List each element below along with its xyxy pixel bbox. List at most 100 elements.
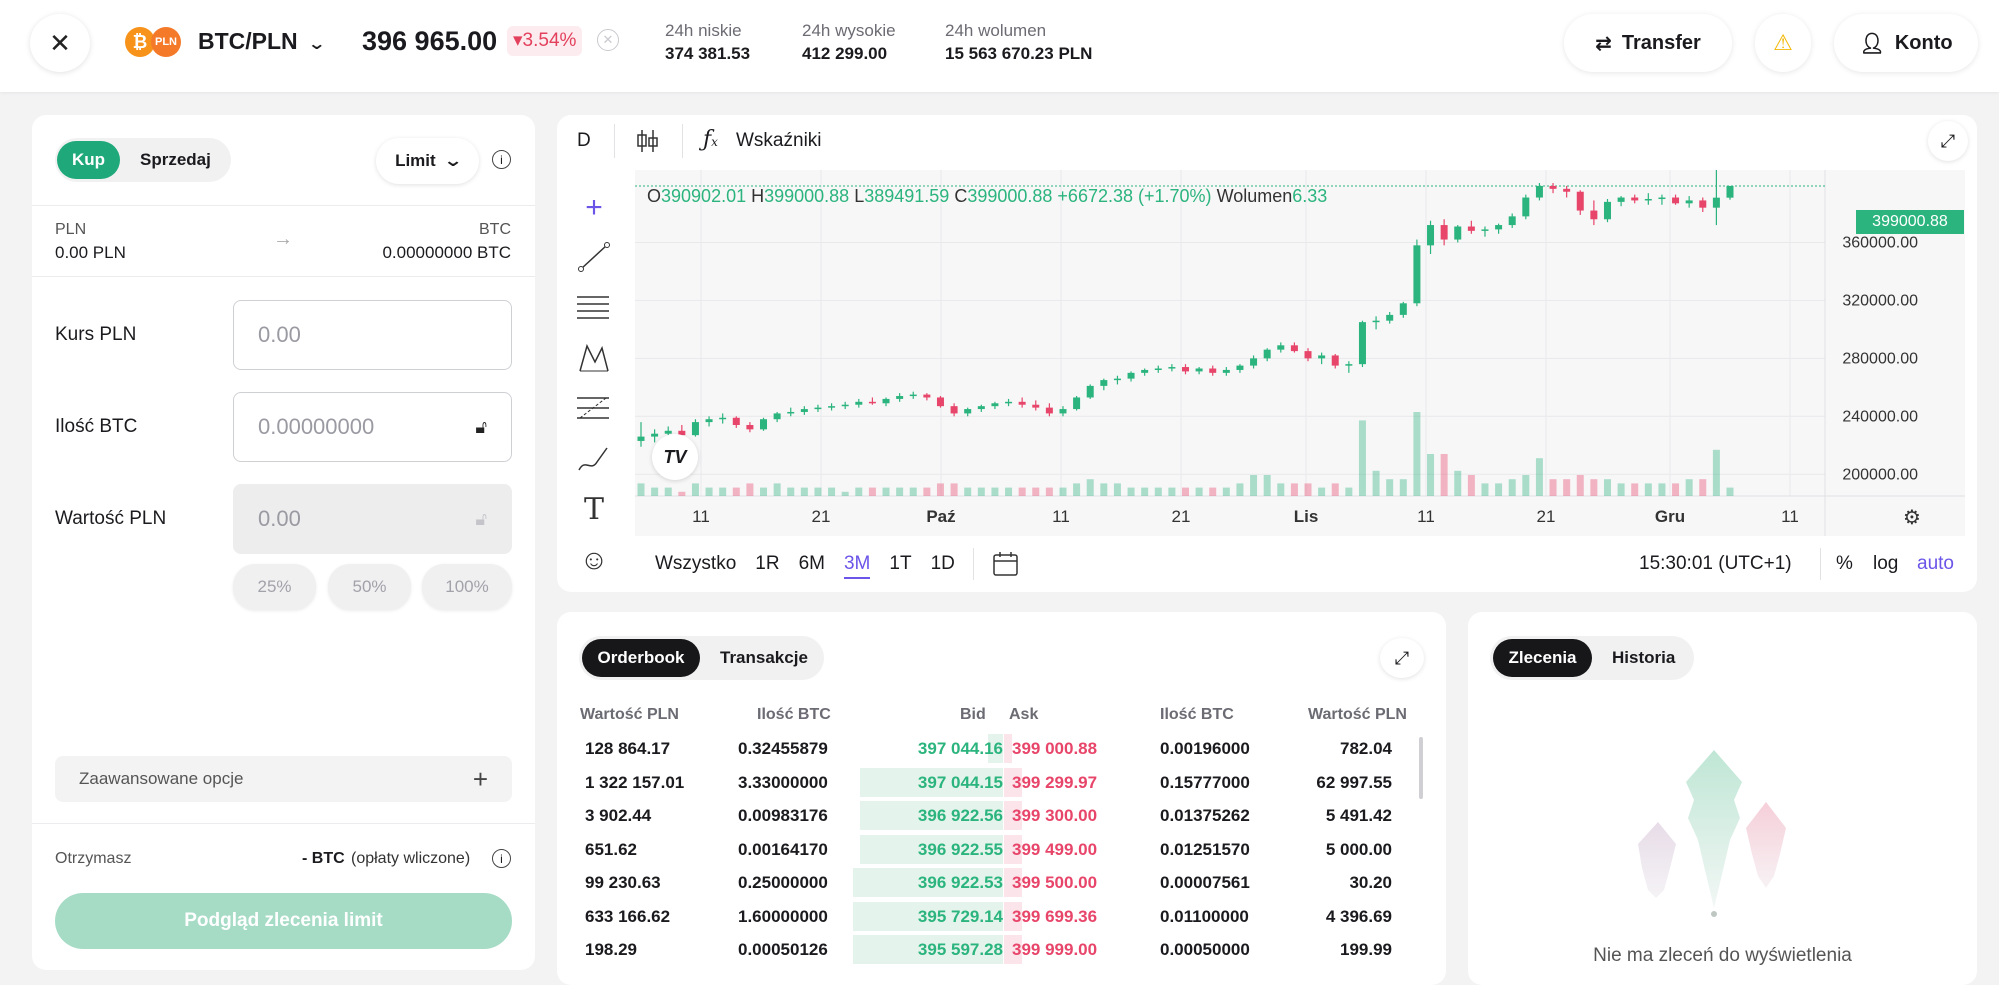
stat-value: 15 563 670.23 PLN xyxy=(945,44,1093,63)
brush-icon[interactable] xyxy=(577,444,611,474)
value-input[interactable]: 0.00 🔓︎ xyxy=(233,484,512,554)
orderbook-row[interactable]: 633 166.62 1.60000000 395 729.14 399 699.36… xyxy=(580,901,1430,934)
percent-100-button[interactable]: 100% xyxy=(422,564,512,610)
transfer-label: Transfer xyxy=(1621,31,1701,54)
function-icon[interactable]: ƒx xyxy=(703,127,718,152)
divider xyxy=(32,823,535,824)
crosshair-icon[interactable]: + xyxy=(585,191,603,224)
bid-value: 651.62 xyxy=(585,839,637,859)
orderbook-row[interactable]: 99 230.63 0.25000000 396 922.53 399 500.00 0… xyxy=(580,867,1430,900)
orderbook-row[interactable]: 3 902.44 0.00983176 396 922.56 399 300.00 0.… xyxy=(580,800,1430,833)
calendar-icon[interactable] xyxy=(992,550,1020,578)
indicators-button[interactable]: Wskaźniki xyxy=(736,130,822,151)
amount-input[interactable]: 0.00000000 🔓︎ xyxy=(233,392,512,462)
transfer-button[interactable]: ⇄ Transfer xyxy=(1564,14,1732,72)
info-icon[interactable]: i xyxy=(492,849,511,868)
col-bid-qty: Ilość BTC xyxy=(757,706,831,723)
bid-value: 99 230.63 xyxy=(585,873,661,892)
volume-bar xyxy=(1345,487,1353,496)
tab-transactions[interactable]: Transakcje xyxy=(720,648,808,667)
volume-bar xyxy=(1563,479,1571,496)
warning-button[interactable]: ⚠ xyxy=(1755,14,1811,72)
range-1d[interactable]: 1D xyxy=(930,553,955,574)
candle-body xyxy=(1508,216,1516,226)
volume-bar xyxy=(1549,479,1557,496)
account-button[interactable]: 👤︎ Konto xyxy=(1834,14,1978,72)
percent-25-button[interactable]: 25% xyxy=(233,564,316,610)
candle-body xyxy=(1345,364,1353,366)
horizontal-lines-icon[interactable] xyxy=(576,292,610,322)
volume-bar xyxy=(1290,483,1298,496)
tab-history[interactable]: Historia xyxy=(1612,648,1676,667)
submit-order-button[interactable]: Podgląd zlecenia limit xyxy=(55,893,512,949)
empty-state-illustration-icon xyxy=(1638,750,1786,917)
expand-icon[interactable]: ⤢ xyxy=(1380,638,1424,678)
fib-icon[interactable] xyxy=(576,393,610,423)
ask-qty: 0.01251570 xyxy=(1160,839,1250,859)
orderbook-row[interactable]: 651.62 0.00164170 396 922.55 399 499.00 0.01… xyxy=(580,834,1430,867)
plus-icon: + xyxy=(472,763,488,794)
price-chart[interactable]: 360000.00 320000.00 280000.00 240000.00 2000… xyxy=(635,170,1965,536)
interval-button[interactable]: D xyxy=(577,130,591,151)
chevron-down-icon: ⌄ xyxy=(306,36,326,53)
close-button[interactable]: ✕ xyxy=(30,14,90,72)
log-scale-button[interactable]: log xyxy=(1873,553,1899,574)
ask-qty: 0.00196000 xyxy=(1160,739,1250,758)
percent-scale-button[interactable]: % xyxy=(1836,553,1853,574)
tradingview-logo-icon[interactable]: TV xyxy=(652,434,698,480)
volume-bar xyxy=(1481,483,1489,496)
volume-bar xyxy=(1073,483,1081,496)
volume-bar xyxy=(1154,487,1162,496)
candle-body xyxy=(1073,397,1081,410)
candle-body xyxy=(1141,369,1149,373)
candle-body xyxy=(1413,245,1421,304)
expand-icon[interactable]: ⤢ xyxy=(1928,121,1968,161)
chart-canvas[interactable] xyxy=(635,170,1965,536)
percent-50-button[interactable]: 50% xyxy=(328,564,411,610)
bid-depth-bar xyxy=(853,868,1003,897)
volume-bar xyxy=(1508,479,1516,496)
tab-orderbook[interactable]: Orderbook xyxy=(582,639,700,677)
lock-icon[interactable]: 🔓︎ xyxy=(475,416,487,437)
col-ask-value: Wartość PLN xyxy=(1308,706,1407,723)
buy-tab[interactable]: Kup xyxy=(57,141,120,179)
order-type-select[interactable]: Limit ⌄ xyxy=(376,138,479,184)
sell-tab[interactable]: Sprzedaj xyxy=(140,150,211,169)
range-wszystko[interactable]: Wszystko xyxy=(655,553,737,574)
info-icon[interactable]: i xyxy=(492,150,511,169)
range-3m[interactable]: 3M xyxy=(843,553,871,579)
emoji-icon[interactable]: ☺ xyxy=(579,544,609,575)
bid-qty: 0.00983176 xyxy=(738,806,828,825)
volume-bar xyxy=(1617,483,1625,496)
volume-bar xyxy=(1467,475,1475,496)
volume-bar xyxy=(664,487,672,496)
candles-icon[interactable] xyxy=(636,128,660,154)
volume-bar xyxy=(964,487,972,496)
advanced-label: Zaawansowane opcje xyxy=(79,769,244,788)
close-circle-icon[interactable]: ✕ xyxy=(597,29,619,51)
tab-orders[interactable]: Zlecenia xyxy=(1493,639,1592,677)
rate-input[interactable]: 0.00 xyxy=(233,300,512,370)
range-6m[interactable]: 6M xyxy=(798,553,825,574)
text-tool-icon[interactable]: T xyxy=(583,491,604,527)
pattern-icon[interactable] xyxy=(577,342,611,374)
bid-price: 396 922.55 xyxy=(917,839,1003,859)
lock-icon[interactable]: 🔓︎ xyxy=(475,508,487,529)
orderbook-row[interactable]: 198.29 0.00050126 395 597.28 399 999.00 0.00… xyxy=(580,934,1430,967)
orderbook-row[interactable]: 1 322 157.01 3.33000000 397 044.15 399 299.… xyxy=(580,767,1430,800)
volume-bar xyxy=(637,483,645,496)
volume-bar xyxy=(1005,487,1013,496)
trend-line-icon[interactable] xyxy=(578,242,610,272)
range-1r[interactable]: 1R xyxy=(755,553,780,574)
range-1t[interactable]: 1T xyxy=(889,553,912,574)
scrollbar[interactable] xyxy=(1419,737,1423,799)
volume-bar xyxy=(787,487,795,496)
candle-body xyxy=(936,397,944,407)
auto-scale-button[interactable]: auto xyxy=(1917,553,1954,574)
volume-bar xyxy=(691,483,699,496)
orderbook-row[interactable]: 128 864.17 0.32455879 397 044.16 399 000.88… xyxy=(580,733,1430,766)
candle-body xyxy=(1576,191,1584,211)
advanced-options[interactable]: Zaawansowane opcje + xyxy=(55,756,512,802)
pair-selector[interactable]: BTC/PLN ⌄ xyxy=(198,28,326,55)
settings-icon[interactable]: ⚙ xyxy=(1903,507,1921,529)
